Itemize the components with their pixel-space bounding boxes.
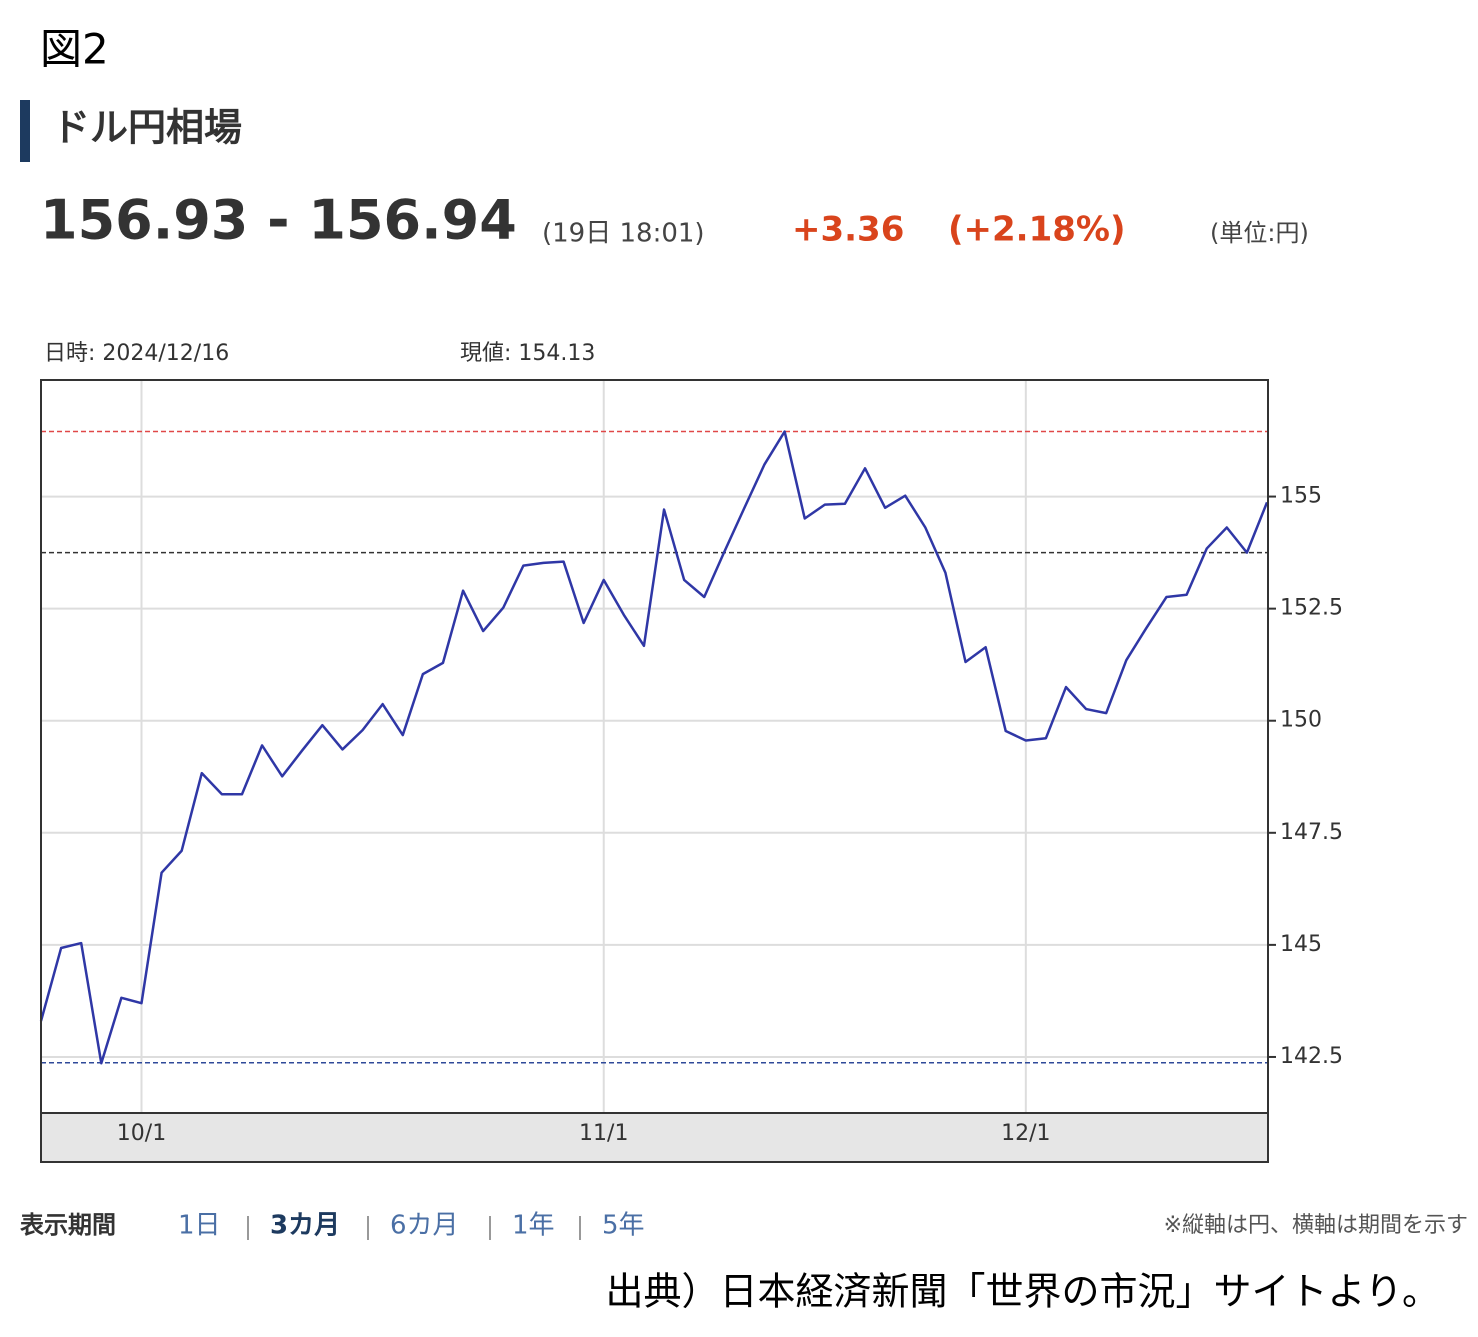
y-tick-label: 142.5 bbox=[1280, 1044, 1343, 1069]
period-option[interactable]: 6カ月 bbox=[390, 1211, 459, 1241]
y-tick-label: 147.5 bbox=[1280, 820, 1343, 845]
x-axis-strip bbox=[40, 1112, 1269, 1163]
y-tick-label: 155 bbox=[1280, 484, 1322, 509]
title-bar bbox=[20, 100, 30, 162]
plot: 142.5 145 147.5 150 152.5 155 10/1 11/1 12/1 bbox=[39, 380, 1343, 1146]
period-selector: 表示期間 1日 3カ月 6カ月 1年 5年 bbox=[20, 1211, 645, 1241]
source: 出典）日本経済新聞「世界の市況」サイトより。 bbox=[606, 1270, 1440, 1314]
y-tick-label: 152.5 bbox=[1280, 596, 1343, 621]
hover-date: 日時: 2024/12/16 bbox=[44, 341, 229, 366]
plot-border bbox=[40, 379, 1269, 1114]
figure-label: 図2 bbox=[40, 25, 109, 74]
price: 156.93 - 156.94 bbox=[40, 189, 517, 252]
period-label: 表示期間 bbox=[20, 1211, 116, 1239]
period-option[interactable]: 5年 bbox=[602, 1211, 645, 1241]
price-line bbox=[39, 430, 1269, 1065]
change: +3.36 bbox=[792, 210, 904, 250]
period-option[interactable]: 1年 bbox=[512, 1211, 555, 1241]
x-tick-label: 10/1 bbox=[117, 1121, 166, 1146]
hover-value: 現値: 154.13 bbox=[460, 341, 595, 366]
time: (19日 18:01) bbox=[542, 219, 705, 249]
y-tick-label: 145 bbox=[1280, 932, 1322, 957]
x-tick-label: 11/1 bbox=[579, 1121, 628, 1146]
unit: (単位:円) bbox=[1210, 219, 1309, 247]
x-tick-label: 12/1 bbox=[1001, 1121, 1050, 1146]
period-option[interactable]: 3カ月 bbox=[270, 1211, 340, 1241]
period-option[interactable]: 1日 bbox=[178, 1211, 221, 1241]
note: ※縦軸は円、横軸は期間を示す bbox=[1164, 1213, 1468, 1238]
y-tick-label: 150 bbox=[1280, 708, 1322, 733]
change-pct: (+2.18%) bbox=[948, 210, 1126, 250]
title: ドル円相場 bbox=[52, 106, 242, 150]
